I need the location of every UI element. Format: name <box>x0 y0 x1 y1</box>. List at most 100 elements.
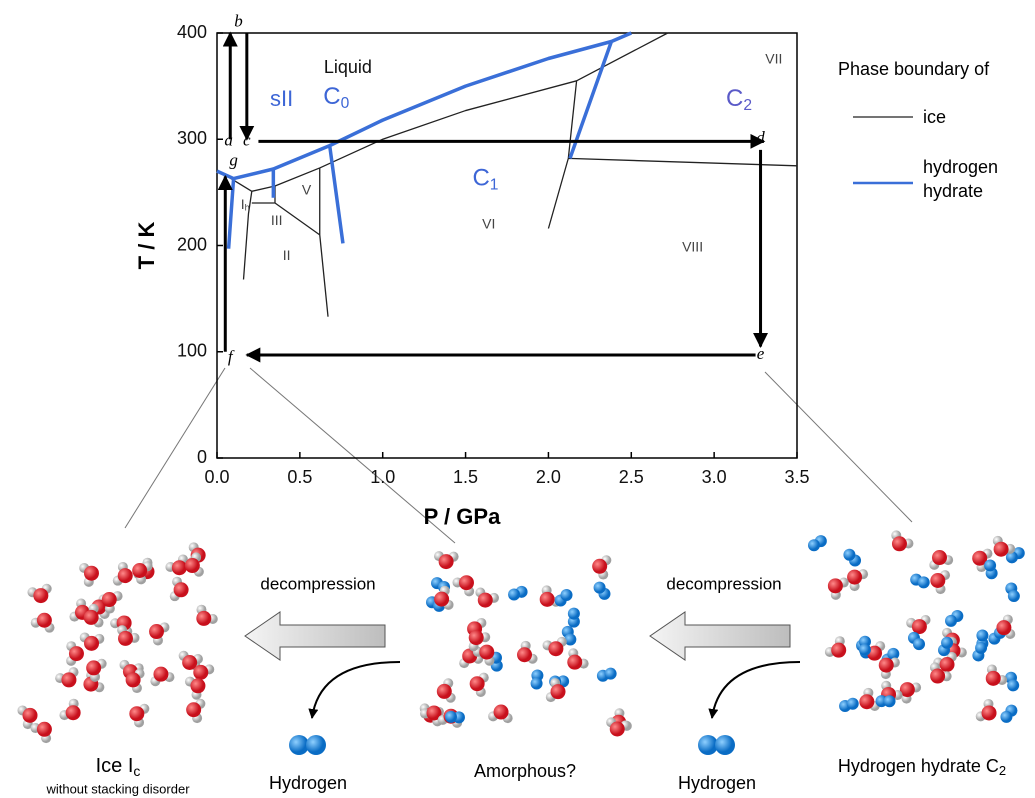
phase-label-sub: 1 <box>490 177 499 194</box>
atom <box>479 644 495 660</box>
atom <box>846 697 859 710</box>
x-axis-label: P / GPa <box>424 504 501 529</box>
state-label: Amorphous? <box>474 761 576 781</box>
phase-label-text: VI <box>482 215 495 231</box>
phase-label: III <box>271 212 283 228</box>
hydrogen-molecule <box>698 735 735 755</box>
atom <box>939 657 955 673</box>
phase-label-sub: h <box>245 203 250 213</box>
y-tick-label: 300 <box>177 128 207 148</box>
atom <box>153 666 169 682</box>
state-label-text: Hydrogen hydrate C <box>838 756 999 776</box>
decompression-arrow <box>649 611 791 661</box>
legend-label: ice <box>923 107 947 127</box>
y-tick-label: 400 <box>177 22 207 42</box>
atom <box>981 705 997 721</box>
x-tick-label: 3.0 <box>702 467 727 487</box>
atom <box>149 624 165 640</box>
phase-label: Liquid <box>324 57 372 77</box>
atom <box>567 607 580 620</box>
phase-label-sub: 2 <box>743 97 752 114</box>
atom <box>438 554 454 570</box>
atom <box>847 569 863 585</box>
atom <box>190 678 206 694</box>
state-label-text: Ice I <box>96 755 134 777</box>
atom <box>196 610 212 626</box>
atom <box>859 694 875 710</box>
atom <box>858 643 871 656</box>
chart: 0.0 0.5 1.0 1.5 2.0 2.5 3.0 3.5 0 100 200 300 400 P /… <box>134 11 999 529</box>
phase-label-text: II <box>283 247 291 263</box>
atom <box>985 670 1001 686</box>
atom <box>891 536 907 552</box>
atom <box>975 641 988 654</box>
x-tick-label: 0.5 <box>287 467 312 487</box>
atom <box>843 548 856 561</box>
phase-label: sII <box>270 86 293 111</box>
atom <box>930 573 946 589</box>
phase-label: C2 <box>726 85 752 114</box>
y-tick-label: 200 <box>177 234 207 254</box>
legend-entry-box: ice <box>923 107 947 127</box>
phase-label-text: Liquid <box>324 57 372 77</box>
atom <box>550 684 566 700</box>
atom <box>101 592 117 608</box>
x-tick-label: 0.0 <box>204 467 229 487</box>
atom <box>1007 590 1020 603</box>
path-point-label: c <box>243 130 251 149</box>
atom <box>84 635 100 651</box>
atom <box>887 647 900 660</box>
y-axis-label: T / K <box>134 222 159 270</box>
legend-entry-box: hydrogen hydrate <box>923 157 999 201</box>
phase-label-text: VII <box>765 50 782 66</box>
plot-frame <box>216 32 798 459</box>
atom <box>33 588 49 604</box>
atom <box>831 642 847 658</box>
state-note: without stacking disorder <box>45 781 190 796</box>
zoom-lines <box>124 367 913 544</box>
atom <box>932 550 948 566</box>
path-point-label: g <box>229 150 238 169</box>
legend-label: hydrogen hydrate <box>923 157 999 201</box>
path-point-label: e <box>757 344 765 363</box>
atom <box>61 672 77 688</box>
phase-label: VII <box>765 50 782 66</box>
atom <box>945 614 958 627</box>
state-label-sub: 2 <box>999 763 1006 778</box>
phase-label: VIII <box>682 238 703 254</box>
phase-label-text: V <box>302 181 312 197</box>
atom <box>129 706 145 722</box>
atom <box>117 568 133 584</box>
atom <box>493 704 509 720</box>
molecule-cloud <box>17 542 218 744</box>
atom <box>469 676 485 692</box>
atom <box>878 657 894 673</box>
atom <box>118 630 134 646</box>
legend-title: Phase boundary of <box>838 59 990 79</box>
atom <box>976 629 989 642</box>
path-point-label: f <box>228 347 235 366</box>
atom <box>883 695 896 708</box>
phase-label: II <box>283 247 291 263</box>
phase-label-text: I <box>241 196 245 212</box>
atom <box>609 721 625 737</box>
atom <box>182 654 198 670</box>
atom <box>36 612 52 628</box>
atom <box>444 710 457 723</box>
atom <box>560 589 573 602</box>
molecule-cloud <box>807 530 1025 723</box>
atom <box>564 633 577 646</box>
atom <box>68 646 84 662</box>
atom <box>593 581 606 594</box>
phase-label: Ih <box>241 196 250 213</box>
atom <box>567 654 583 670</box>
atom <box>913 638 926 651</box>
state-label-sub: c <box>133 763 140 779</box>
release-arrow <box>308 661 401 719</box>
phase-label: V <box>302 181 312 197</box>
atom <box>65 705 81 721</box>
phase-label: VI <box>482 215 495 231</box>
molecule-cloud <box>419 551 632 737</box>
atom <box>917 576 930 589</box>
phase-label-text: VIII <box>682 238 703 254</box>
